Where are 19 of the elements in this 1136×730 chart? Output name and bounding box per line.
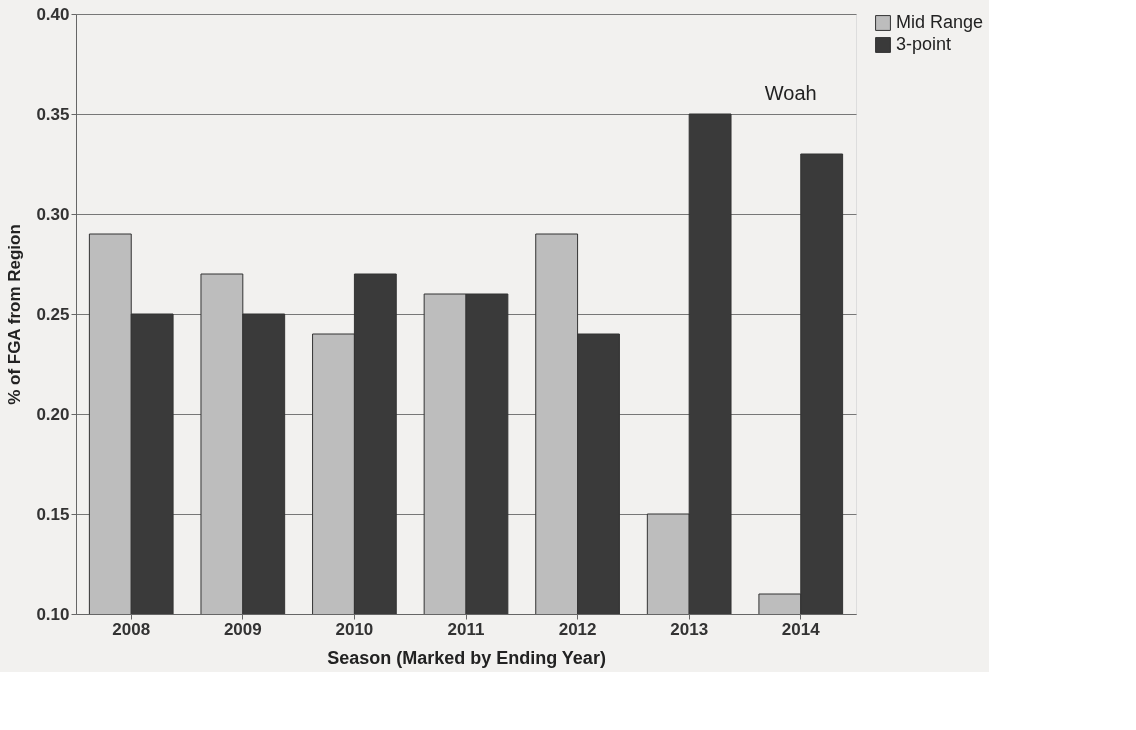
legend-label: 3-point: [896, 34, 952, 54]
x-tick-label: 2010: [335, 619, 374, 639]
y-axis-title: % of FGA from Region: [5, 224, 25, 405]
y-tick-label: 0.10: [36, 604, 70, 624]
x-axis-title: Season (Marked by Ending Year): [327, 647, 606, 668]
x-tick-label: 2011: [447, 619, 485, 639]
legend-label: Mid Range: [896, 12, 984, 32]
y-tick-label: 0.35: [36, 104, 70, 124]
x-tick-label: 2009: [223, 619, 262, 639]
annotation: Woah: [764, 82, 817, 104]
y-tick-label: 0.15: [36, 504, 70, 524]
y-tick-label: 0.20: [36, 404, 70, 424]
x-tick-label: 2008: [112, 619, 151, 639]
x-tick-label: 2014: [781, 619, 821, 639]
y-tick-label: 0.25: [36, 304, 70, 324]
y-tick-label: 0.40: [36, 4, 70, 24]
x-tick-label: 2012: [558, 619, 597, 639]
x-tick-label: 2013: [670, 619, 709, 639]
y-tick-label: 0.30: [36, 204, 70, 224]
